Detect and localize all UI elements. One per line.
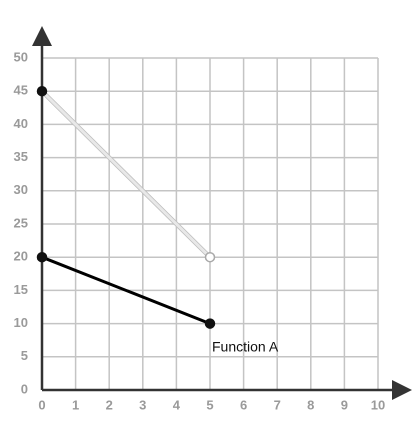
y-tick-label: 40 <box>14 116 28 131</box>
annotation: Function A <box>212 338 279 354</box>
y-tick-label: 5 <box>21 348 28 363</box>
y-tick-label: 30 <box>14 182 28 197</box>
y-tick-label: 15 <box>14 282 28 297</box>
x-tick-label: 5 <box>206 397 213 412</box>
y-tick-label: 20 <box>14 249 28 264</box>
x-tick-label: 6 <box>240 397 247 412</box>
x-tick-label: 7 <box>274 397 281 412</box>
endpoint <box>204 318 216 329</box>
y-tick-label: 35 <box>14 149 28 164</box>
line <box>40 90 212 259</box>
x-tick-label: 10 <box>371 397 385 412</box>
x-tick-label: 3 <box>139 397 146 412</box>
x-tick-label: 9 <box>341 397 348 412</box>
x-tick-label: 0 <box>38 397 45 412</box>
y-tick-label: 45 <box>14 83 28 98</box>
y-tick-label: 50 <box>14 49 28 64</box>
x-tick-label: 2 <box>106 397 113 412</box>
y-tick-label: 10 <box>14 315 28 330</box>
y-tick-label: 0 <box>21 381 28 396</box>
line <box>41 255 211 325</box>
x-tick-label: 8 <box>307 397 314 412</box>
endpoint <box>36 251 48 263</box>
endpoint <box>36 85 48 97</box>
y-tick-label: 25 <box>14 215 28 230</box>
x-tick-label: 4 <box>173 397 181 412</box>
endpoint <box>204 251 216 263</box>
x-tick-label: 1 <box>72 397 79 412</box>
